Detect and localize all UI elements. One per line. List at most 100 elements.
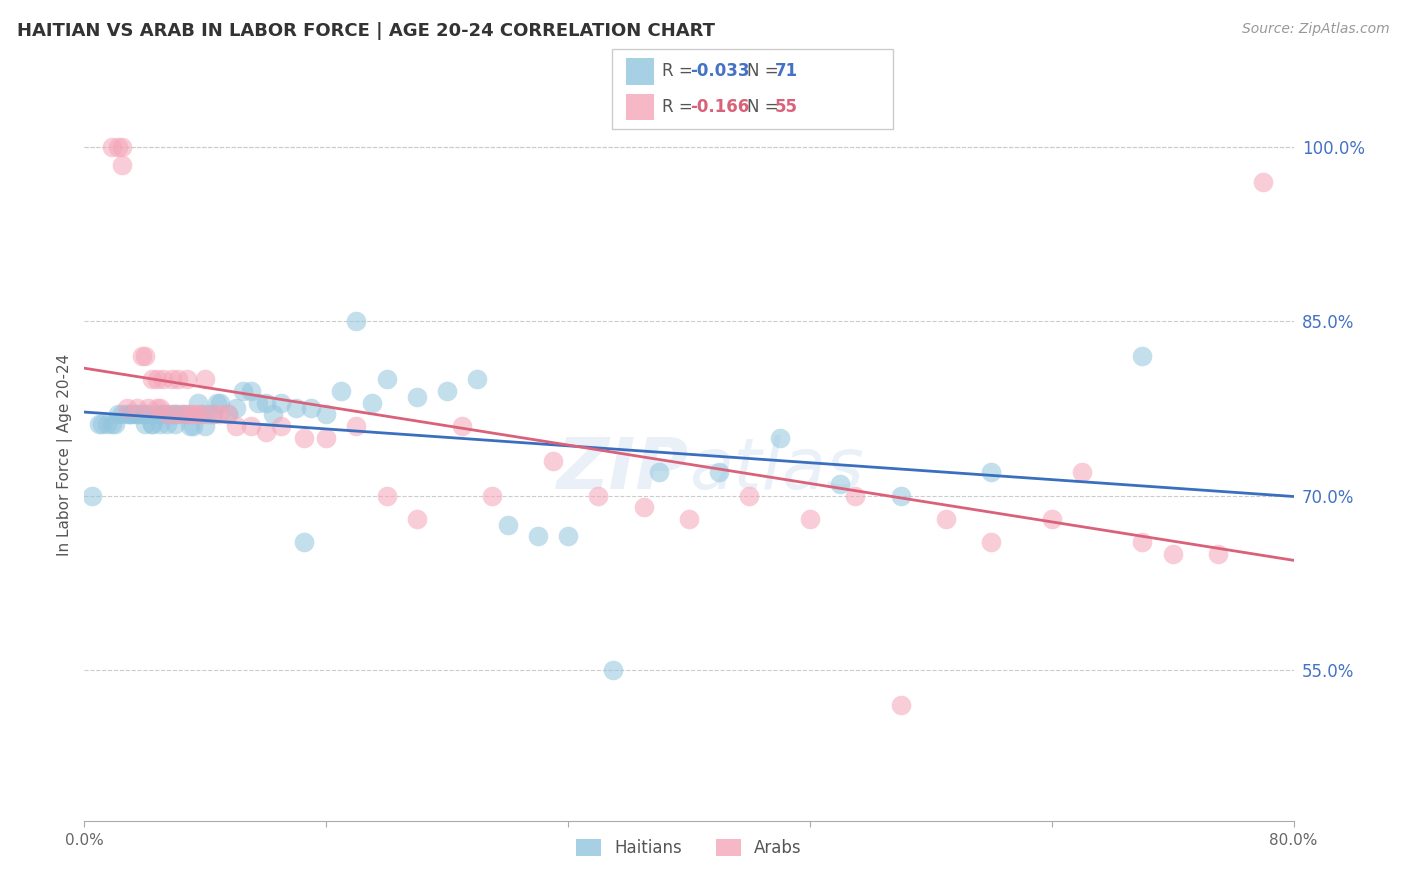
Point bbox=[100, 417, 122, 431]
Point bbox=[146, 401, 169, 416]
Point bbox=[165, 407, 187, 421]
Point bbox=[165, 407, 187, 421]
Point bbox=[149, 401, 172, 416]
Point bbox=[239, 384, 262, 398]
Point bbox=[187, 395, 209, 409]
Point bbox=[165, 417, 187, 431]
Point bbox=[201, 407, 224, 421]
Point bbox=[602, 663, 624, 677]
Point bbox=[181, 418, 204, 433]
Point bbox=[167, 372, 190, 386]
Point bbox=[239, 418, 262, 433]
Text: -0.033: -0.033 bbox=[690, 62, 749, 80]
Point bbox=[176, 372, 198, 386]
Point bbox=[187, 407, 209, 421]
Text: R =: R = bbox=[662, 62, 699, 80]
Point bbox=[136, 401, 159, 416]
Point bbox=[176, 407, 198, 421]
Point bbox=[270, 395, 292, 409]
Point bbox=[436, 384, 458, 398]
Point bbox=[91, 417, 114, 431]
Point bbox=[127, 407, 149, 421]
Point bbox=[131, 349, 153, 363]
Point bbox=[980, 466, 1002, 480]
Point bbox=[127, 407, 149, 421]
Y-axis label: In Labor Force | Age 20-24: In Labor Force | Age 20-24 bbox=[58, 354, 73, 556]
Point bbox=[588, 489, 610, 503]
Point bbox=[375, 489, 398, 503]
Point bbox=[141, 372, 163, 386]
Point bbox=[131, 407, 153, 421]
Point bbox=[134, 417, 156, 431]
Point bbox=[980, 535, 1002, 549]
Point bbox=[330, 384, 353, 398]
Point bbox=[890, 489, 912, 503]
Point bbox=[141, 417, 163, 431]
Point bbox=[799, 512, 821, 526]
Point bbox=[1130, 349, 1153, 363]
Point bbox=[217, 407, 239, 421]
Point bbox=[1071, 466, 1094, 480]
Point bbox=[254, 425, 277, 439]
Point bbox=[156, 417, 179, 431]
Point bbox=[194, 372, 217, 386]
Point bbox=[167, 407, 190, 421]
Point bbox=[152, 407, 174, 421]
Point bbox=[152, 372, 174, 386]
Point bbox=[118, 407, 141, 421]
Point bbox=[217, 407, 239, 421]
Point bbox=[738, 489, 761, 503]
Point bbox=[118, 407, 141, 421]
Point bbox=[107, 407, 129, 421]
Point bbox=[111, 407, 134, 421]
Text: 55: 55 bbox=[775, 98, 797, 116]
Point bbox=[315, 430, 337, 444]
Point bbox=[121, 407, 143, 421]
Point bbox=[769, 430, 792, 444]
Legend: Haitians, Arabs: Haitians, Arabs bbox=[569, 832, 808, 863]
Point bbox=[141, 417, 163, 431]
Point bbox=[111, 158, 134, 172]
Point bbox=[160, 372, 183, 386]
Point bbox=[179, 418, 201, 433]
Point bbox=[194, 418, 217, 433]
Point bbox=[315, 407, 337, 421]
Text: HAITIAN VS ARAB IN LABOR FORCE | AGE 20-24 CORRELATION CHART: HAITIAN VS ARAB IN LABOR FORCE | AGE 20-… bbox=[17, 22, 714, 40]
Point bbox=[89, 417, 111, 431]
Point bbox=[1161, 547, 1184, 561]
Point bbox=[844, 489, 866, 503]
Point bbox=[104, 417, 127, 431]
Point bbox=[134, 349, 156, 363]
Point bbox=[172, 407, 194, 421]
Point bbox=[225, 401, 247, 416]
Point bbox=[1253, 175, 1275, 189]
Point bbox=[181, 407, 204, 421]
Point bbox=[209, 407, 232, 421]
Point bbox=[285, 401, 308, 416]
Point bbox=[375, 372, 398, 386]
Text: atlas: atlas bbox=[689, 435, 863, 504]
Point bbox=[225, 418, 247, 433]
Point bbox=[127, 401, 149, 416]
Point bbox=[191, 407, 214, 421]
Point bbox=[262, 407, 284, 421]
Point bbox=[156, 407, 179, 421]
Text: 71: 71 bbox=[775, 62, 797, 80]
Point bbox=[406, 512, 429, 526]
Point bbox=[146, 372, 169, 386]
Point bbox=[360, 395, 382, 409]
Point bbox=[1040, 512, 1063, 526]
Point bbox=[207, 395, 229, 409]
Text: N =: N = bbox=[747, 98, 783, 116]
Point bbox=[149, 417, 172, 431]
Point bbox=[1130, 535, 1153, 549]
Point bbox=[100, 140, 122, 154]
Point bbox=[270, 418, 292, 433]
Point bbox=[96, 417, 118, 431]
Point bbox=[648, 466, 671, 480]
Point bbox=[172, 407, 194, 421]
Text: Source: ZipAtlas.com: Source: ZipAtlas.com bbox=[1241, 22, 1389, 37]
Point bbox=[115, 401, 138, 416]
Point bbox=[633, 500, 655, 515]
Point bbox=[111, 140, 134, 154]
